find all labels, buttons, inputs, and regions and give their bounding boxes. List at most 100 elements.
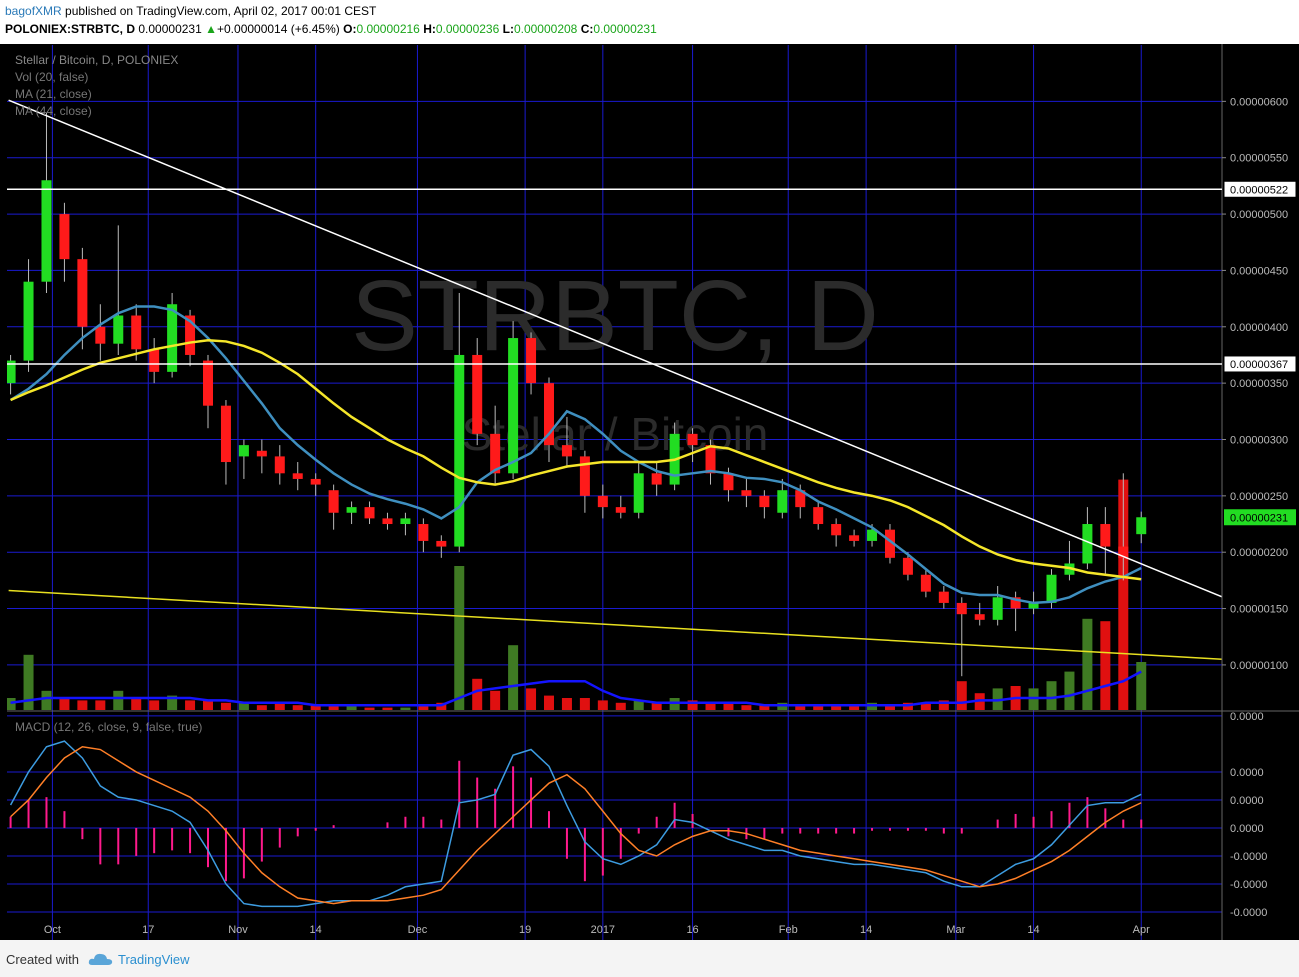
volume-bar [328, 705, 339, 710]
candle-body [1082, 524, 1093, 564]
volume-bar [938, 700, 949, 710]
volume-bar [741, 705, 752, 710]
candle-body [543, 383, 554, 446]
brand[interactable]: TradingView [118, 952, 190, 967]
y-tick-label: 0.00000100 [1230, 660, 1288, 672]
candle-body [633, 473, 644, 513]
macd-tick-label: -0.0000 [1230, 851, 1267, 863]
watermark-sub: Stellar / Bitcoin [462, 408, 769, 460]
chart-title: Stellar / Bitcoin, D, POLONIEX [15, 53, 178, 67]
macd-line [9, 740, 1142, 908]
candle-body [292, 473, 303, 479]
volume-bar [203, 700, 214, 710]
header: bagofXMR published on TradingView.com, A… [0, 0, 1299, 44]
volume-bar [490, 690, 501, 710]
candle-body [59, 214, 70, 260]
high: 0.00000236 [435, 22, 500, 36]
footer: Created with TradingView [0, 940, 1299, 977]
candle-body [220, 405, 231, 463]
volume-bar [633, 700, 644, 710]
y-tick-label: 0.00000200 [1230, 547, 1288, 559]
candle-body [579, 456, 590, 496]
o-label: O: [343, 22, 357, 36]
candle-body [777, 490, 788, 513]
candle-body [1136, 517, 1147, 535]
candle-body [1010, 597, 1021, 609]
last-price-tag [1224, 509, 1296, 526]
x-tick-label: 14 [310, 924, 322, 936]
volume-bar [454, 566, 465, 710]
candle-body [938, 591, 949, 603]
candle-body [167, 304, 178, 372]
x-tick-label: Oct [44, 924, 61, 936]
candle-body [77, 259, 88, 327]
volume-bar [543, 695, 554, 710]
volume-bar [292, 705, 303, 710]
y-tick-label: 0.00000550 [1230, 153, 1288, 165]
cloud-logo [88, 953, 113, 965]
candle-body [328, 490, 339, 513]
candle-body [759, 495, 770, 508]
candle-body [1046, 574, 1057, 603]
x-tick-label: Mar [946, 924, 965, 936]
candle-body [149, 349, 160, 372]
candle-body [597, 495, 608, 508]
x-tick-label: 14 [860, 924, 872, 936]
volume-bar [508, 645, 519, 710]
y-tick-label: 0.00000500 [1230, 209, 1288, 221]
y-tick-label: 0.00000450 [1230, 265, 1288, 277]
created-with: Created with [6, 952, 79, 967]
quote-line: POLONIEX:STRBTC, D 0.00000231 ▲+0.000000… [5, 22, 657, 36]
candle-body [364, 507, 375, 519]
macd-tick-label: -0.0000 [1230, 879, 1267, 891]
up-arrow: ▲ [205, 22, 217, 36]
x-tick-label: Dec [408, 924, 428, 936]
volume-bar [561, 698, 572, 710]
candle-body [41, 180, 52, 282]
symbol: POLONIEX:STRBTC, D [5, 22, 136, 36]
candle-body [203, 360, 214, 406]
candle-body [382, 518, 393, 525]
volume-bar [759, 705, 770, 710]
candle-body [490, 433, 501, 474]
volume-bar [1136, 662, 1147, 710]
y-tick-label: 0.00000400 [1230, 322, 1288, 334]
candle-body [956, 602, 967, 615]
y-tick-label: 0.00000300 [1230, 434, 1288, 446]
volume-bar [651, 702, 662, 710]
volume-bar [472, 678, 483, 710]
candle-body [705, 445, 716, 474]
watermark: STRBTC, D [351, 260, 879, 372]
volume-bar [113, 690, 124, 710]
author[interactable]: bagofXMR [5, 4, 62, 18]
candle-body [561, 445, 572, 457]
volume-bar [418, 705, 429, 710]
candle-body [795, 490, 806, 508]
candle-body [867, 529, 878, 541]
low: 0.00000208 [513, 22, 578, 36]
volume-bar [579, 698, 590, 710]
level-tag [1223, 180, 1297, 198]
candle-body [418, 524, 429, 541]
candle-body [274, 456, 285, 474]
candle-body [992, 597, 1003, 620]
candle-body [1028, 602, 1039, 609]
candle-body [454, 354, 465, 547]
volume-bar [346, 705, 357, 710]
volume-bar [274, 702, 285, 710]
x-tick-label: Nov [228, 924, 248, 936]
level-tag [1223, 355, 1297, 373]
y-tick-label: 0.00000350 [1230, 378, 1288, 390]
volume-bar [1046, 681, 1057, 710]
candle-body [920, 574, 931, 592]
x-tick-label: Feb [779, 924, 798, 936]
macd-tick-label: 0.0000 [1230, 767, 1264, 779]
volume-bar [77, 700, 88, 710]
y-tick-label: 0.00000150 [1230, 604, 1288, 616]
legend-ma21: MA (21, close) [15, 87, 92, 101]
candle-body [831, 524, 842, 536]
legend-volume: Vol (20, false) [15, 70, 88, 84]
volume-bar [615, 702, 626, 710]
x-tick-label: 17 [142, 924, 154, 936]
